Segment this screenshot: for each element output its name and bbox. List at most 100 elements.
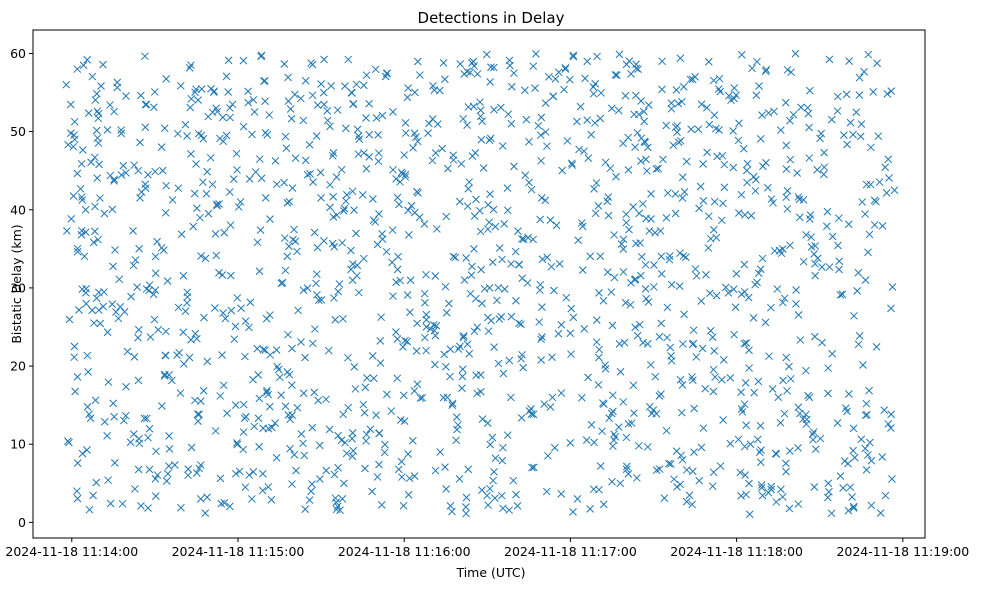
scatter-point [641, 285, 650, 293]
scatter-point [251, 168, 260, 176]
scatter-point [740, 260, 749, 269]
scatter-point [595, 289, 603, 297]
scatter-point [797, 103, 805, 112]
scatter-point [682, 466, 691, 474]
scatter-point [293, 247, 301, 256]
scatter-point [200, 313, 208, 322]
scatter-point [272, 453, 281, 462]
scatter-point [688, 75, 697, 84]
scatter-point [785, 362, 793, 371]
x-tick-label: 2024-11-18 11:14:00 [5, 544, 138, 559]
scatter-point [544, 451, 552, 460]
scatter-point [729, 163, 738, 172]
scatter-point [239, 122, 248, 131]
scatter-point [791, 49, 800, 58]
scatter-point [755, 82, 763, 90]
scatter-point [118, 499, 127, 508]
scatter-point [601, 365, 610, 373]
scatter-point [83, 403, 92, 411]
scatter-point [692, 353, 701, 361]
scatter-point [196, 495, 205, 503]
scatter-point [486, 134, 495, 143]
scatter-point [65, 438, 73, 447]
scatter-point [282, 144, 291, 153]
scatter-point [734, 209, 743, 217]
scatter-point [584, 373, 592, 382]
plot-frame [32, 29, 926, 539]
scatter-point [783, 205, 792, 213]
scatter-point [266, 311, 274, 319]
scatter-point [100, 417, 109, 426]
scatter-point [782, 165, 791, 173]
scatter-point [96, 194, 104, 202]
scatter-point [639, 338, 647, 347]
scatter-point [599, 500, 608, 509]
scatter-point [535, 318, 544, 326]
scatter-point [697, 100, 706, 109]
scatter-point [362, 71, 371, 80]
scatter-point [299, 439, 307, 448]
scatter-point [500, 285, 509, 294]
scatter-point [332, 173, 341, 181]
scatter-point [805, 154, 814, 162]
scatter-point [410, 208, 419, 217]
scatter-point [141, 52, 149, 61]
scatter-point [671, 190, 680, 198]
scatter-point [667, 356, 676, 365]
scatter-point [399, 501, 408, 510]
scatter-point [637, 134, 646, 143]
scatter-point [716, 87, 725, 96]
scatter-point [524, 233, 532, 242]
scatter-point [804, 109, 813, 118]
scatter-point [136, 91, 145, 100]
scatter-point [398, 473, 406, 481]
scatter-point [341, 124, 350, 133]
scatter-point [865, 386, 873, 395]
scatter-point [839, 484, 847, 492]
scatter-point [517, 414, 526, 422]
scatter-point [816, 134, 824, 143]
scatter-point [220, 499, 229, 507]
scatter-point [753, 278, 761, 287]
scatter-point [569, 51, 578, 60]
scatter-point [462, 493, 471, 502]
scatter-point [119, 161, 128, 170]
scatter-point [806, 86, 814, 95]
scatter-point [280, 234, 289, 242]
scatter-point [861, 444, 870, 453]
scatter-point [235, 467, 244, 476]
scatter-point [323, 116, 332, 125]
scatter-point [597, 89, 605, 97]
scatter-point [113, 78, 122, 87]
scatter-point [726, 439, 735, 448]
scatter-point [504, 110, 513, 119]
scatter-point [197, 252, 205, 260]
scatter-point [856, 132, 865, 141]
scatter-point [341, 82, 349, 90]
scatter-point [497, 491, 506, 500]
scatter-point [665, 459, 673, 468]
scatter-point [651, 372, 660, 381]
scatter-point [457, 159, 466, 168]
scatter-point [754, 377, 763, 386]
scatter-point [415, 71, 424, 79]
scatter-point [288, 480, 296, 488]
scatter-point [122, 382, 130, 391]
scatter-point [189, 222, 198, 231]
scatter-point [637, 252, 646, 261]
scatter-point [433, 120, 442, 128]
scatter-point [662, 426, 671, 435]
scatter-point [236, 198, 245, 206]
scatter-point [745, 510, 754, 519]
scatter-point [864, 248, 872, 257]
scatter-point [464, 465, 473, 474]
scatter-point [743, 178, 751, 187]
scatter-point [870, 221, 879, 229]
scatter-point [560, 85, 568, 94]
scatter-point [338, 238, 347, 247]
scatter-point [695, 204, 703, 213]
scatter-point [697, 443, 706, 452]
scatter-point [476, 112, 485, 121]
scatter-point [769, 198, 777, 207]
scatter-point [500, 220, 509, 228]
